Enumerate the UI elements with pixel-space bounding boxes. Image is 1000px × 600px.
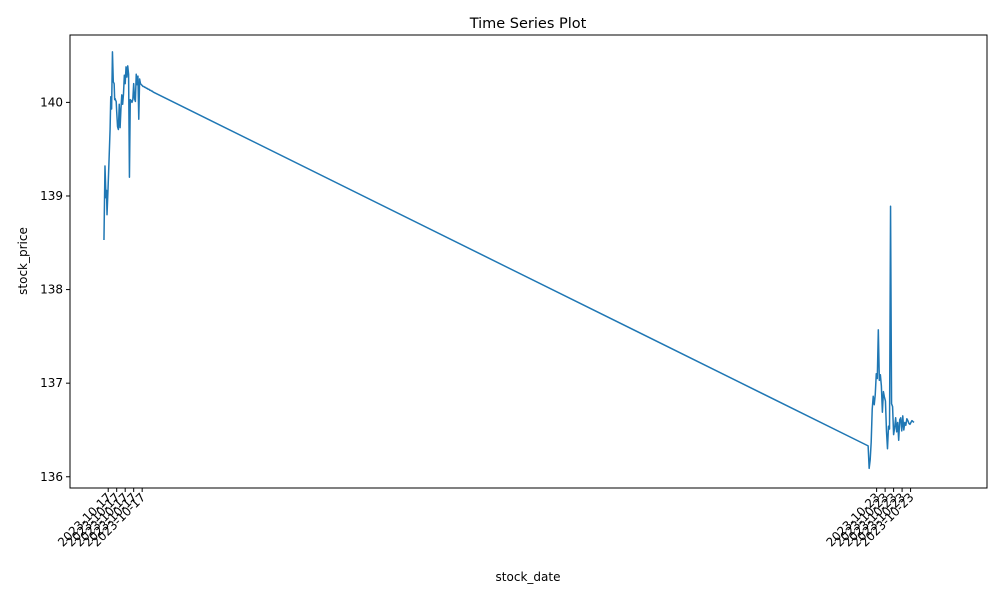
y-tick-label: 139 (40, 189, 63, 203)
y-tick-label: 140 (40, 95, 63, 109)
y-tick-label: 138 (40, 283, 63, 297)
y-axis: 136 137 138 139 140 (40, 95, 70, 484)
y-tick-label: 137 (40, 376, 63, 390)
plot-frame (69, 34, 988, 489)
y-tick-label: 136 (40, 470, 63, 484)
series-line (103, 51, 915, 470)
y-axis-label: stock_price (16, 227, 30, 295)
x-axis-label: stock_date (496, 570, 561, 584)
plot-area (69, 34, 988, 489)
chart-title: Time Series Plot (469, 16, 587, 32)
x-axis: 2023-10-172023-10-172023-10-172023-10-17… (55, 488, 917, 549)
